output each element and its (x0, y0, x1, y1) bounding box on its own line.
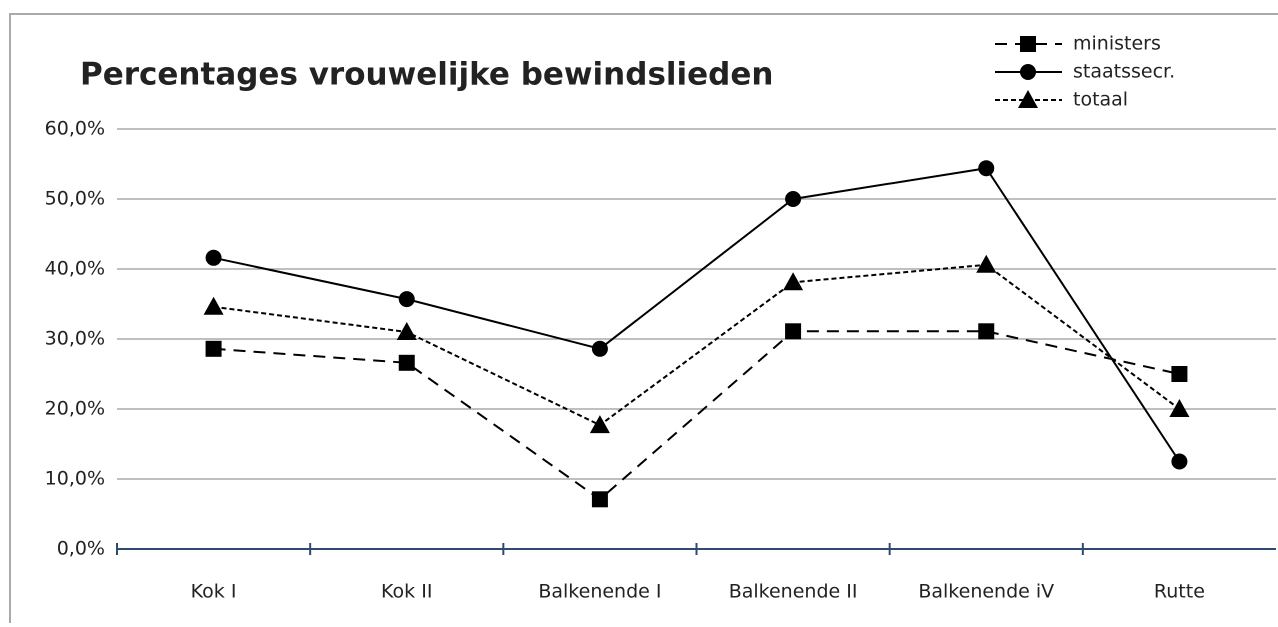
marker (591, 340, 608, 357)
marker (978, 323, 995, 340)
x-tick-label: Balkenende iV (918, 581, 1054, 603)
y-tick-label: 20,0% (45, 398, 105, 420)
marker (1018, 90, 1038, 108)
marker (976, 254, 997, 273)
x-tick-label: Balkenende II (729, 581, 858, 603)
marker (589, 415, 610, 434)
chart-title: Percentages vrouwelijke bewindslieden (80, 57, 773, 93)
marker (398, 291, 415, 308)
chart-frame (9, 13, 1278, 627)
y-tick-label: 50,0% (45, 188, 105, 210)
marker (398, 354, 415, 371)
y-tick-label: 40,0% (45, 258, 105, 280)
x-tick-label: Kok I (191, 581, 237, 603)
marker (396, 322, 417, 340)
marker (203, 296, 224, 315)
marker (1171, 453, 1188, 470)
marker (785, 323, 802, 340)
x-tick-label: Kok II (381, 581, 432, 603)
marker (205, 340, 222, 357)
x-tick-label: Balkenende I (538, 581, 661, 603)
marker (1020, 64, 1036, 80)
series-line (213, 330, 1180, 501)
marker (1020, 36, 1036, 52)
legend-label: staatssecr. (1073, 61, 1175, 83)
marker (205, 249, 222, 266)
series-line (213, 263, 1181, 427)
marker (783, 272, 804, 291)
y-tick-label: 30,0% (45, 328, 105, 350)
series-line (213, 167, 1181, 463)
marker (1169, 399, 1190, 417)
legend-label: totaal (1073, 89, 1128, 111)
marker (1171, 366, 1188, 382)
x-tick-label: Rutte (1154, 581, 1205, 603)
y-tick-label: 60,0% (45, 118, 105, 140)
marker (978, 160, 995, 177)
marker (591, 491, 608, 508)
marker (785, 191, 802, 207)
y-tick-label: 10,0% (45, 468, 105, 490)
legend-label: ministers (1073, 33, 1161, 55)
y-tick-label: 0,0% (57, 538, 105, 560)
